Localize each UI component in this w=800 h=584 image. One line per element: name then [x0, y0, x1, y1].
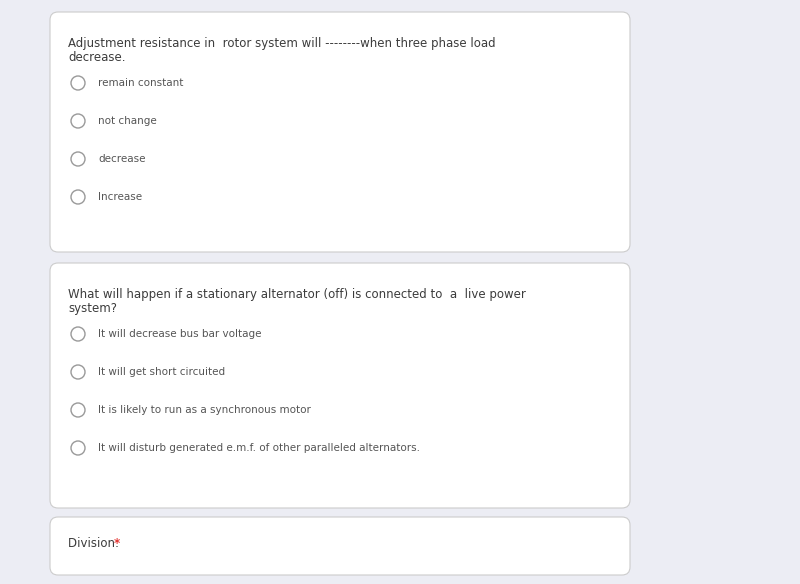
Text: system?: system?	[68, 302, 117, 315]
Text: Division:: Division:	[68, 537, 122, 550]
Text: It will get short circuited: It will get short circuited	[98, 367, 225, 377]
Circle shape	[71, 152, 85, 166]
Text: It will disturb generated e.m.f. of other paralleled alternators.: It will disturb generated e.m.f. of othe…	[98, 443, 420, 453]
Circle shape	[71, 365, 85, 379]
Text: What will happen if a stationary alternator (off) is connected to  a  live power: What will happen if a stationary alterna…	[68, 288, 526, 301]
Circle shape	[71, 76, 85, 90]
Text: It will decrease bus bar voltage: It will decrease bus bar voltage	[98, 329, 262, 339]
Text: decrease.: decrease.	[68, 51, 126, 64]
FancyBboxPatch shape	[50, 12, 630, 252]
Circle shape	[71, 114, 85, 128]
Text: *: *	[114, 537, 120, 550]
Text: not change: not change	[98, 116, 157, 126]
Text: Adjustment resistance in  rotor system will --------when three phase load: Adjustment resistance in rotor system wi…	[68, 37, 496, 50]
Circle shape	[71, 190, 85, 204]
Text: Increase: Increase	[98, 192, 142, 202]
Text: remain constant: remain constant	[98, 78, 183, 88]
Circle shape	[71, 327, 85, 341]
Circle shape	[71, 403, 85, 417]
FancyBboxPatch shape	[50, 263, 630, 508]
FancyBboxPatch shape	[50, 517, 630, 575]
Circle shape	[71, 441, 85, 455]
Text: It is likely to run as a synchronous motor: It is likely to run as a synchronous mot…	[98, 405, 311, 415]
Text: decrease: decrease	[98, 154, 146, 164]
